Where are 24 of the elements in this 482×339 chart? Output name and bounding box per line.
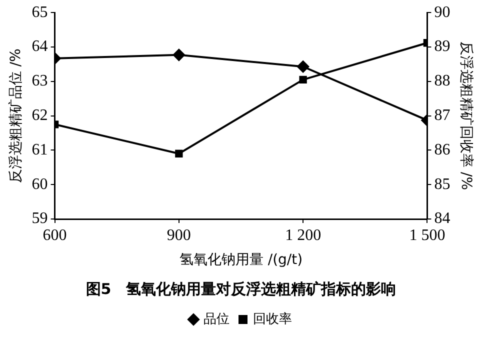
y2-tick-label: 84 [434, 210, 450, 228]
y2-tick-label: 85 [434, 176, 450, 193]
y2-axis-title: 反浮选粗精矿回收率 /% [458, 42, 474, 190]
x-tick-label: 600 [42, 226, 67, 244]
y-tick-label: 60 [32, 176, 48, 193]
x-tick-label: 1 200 [285, 226, 322, 244]
y-tick-label: 65 [32, 4, 48, 21]
text: 图5 氢氧化钠用量对反浮选粗精矿指标的影响 [86, 280, 396, 298]
x-tick-label: 900 [166, 226, 191, 244]
x-tick-label: 1 500 [409, 226, 446, 244]
y2-tick-label: 89 [434, 38, 450, 56]
legend-label: 回收率 [253, 310, 292, 327]
legend-label: 品位 [204, 312, 230, 327]
y-tick-label: 61 [32, 141, 48, 158]
x-axis-title: 氢氧化钠用量 /(g/t) [179, 252, 303, 268]
y2-tick-label: 90 [434, 4, 450, 21]
y-tick-label: 64 [32, 38, 48, 56]
y2-tick-label: 88 [434, 72, 450, 90]
y-tick-label: 59 [32, 210, 48, 228]
y2-tick-label: 86 [434, 141, 450, 158]
y-axis-title: 反浮选粗精矿品位 /% [8, 48, 24, 184]
y2-tick-label: 87 [434, 107, 450, 124]
y-tick-label: 63 [32, 72, 48, 90]
y-tick-label: 62 [32, 107, 48, 124]
